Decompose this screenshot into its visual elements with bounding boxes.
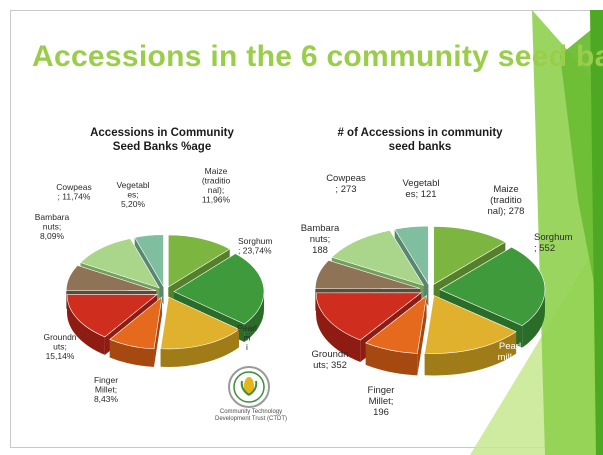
data-label-cowpeas: Cowpeas; 11,74% <box>56 182 91 202</box>
deco-shape-edge <box>590 10 603 455</box>
chart-title-line: # of Accessions in community <box>337 127 503 139</box>
slice-top <box>134 234 164 288</box>
data-label-maize-traditional: Maize (traditio nal); 11,96% <box>202 166 231 205</box>
slice-top <box>315 260 421 289</box>
ctdt-logo <box>228 366 270 408</box>
pie-slice-finger-millet <box>365 294 427 376</box>
data-label-groundnuts: Groundn uts; 15,14% <box>43 332 76 361</box>
slice-top <box>315 292 422 341</box>
slice-outer-wall <box>244 291 264 342</box>
data-label-bambara-nuts: Bambara nuts; 188 <box>301 223 340 256</box>
chart-title-line: seed banks <box>389 141 452 153</box>
slice-top <box>173 253 265 325</box>
data-label-vegetables: Vegetabl es; 5,20% <box>116 180 149 209</box>
chart-title-line: Accessions in Community <box>90 127 234 139</box>
slice-top <box>331 230 425 286</box>
slice-outer-wall <box>365 342 418 376</box>
pie-chart-percentage: Accessions in Community Seed Banks %age Ma… <box>35 127 273 404</box>
slice-outer-wall <box>522 289 545 348</box>
slice-top <box>66 294 158 338</box>
slice-top <box>160 296 240 350</box>
data-label-maize-traditional: Maize (traditio nal); 278 <box>488 184 525 217</box>
slice-outer-wall <box>160 329 239 367</box>
pie-slice-finger-millet <box>109 296 163 367</box>
data-label-pearl-millet: Pearl m i <box>237 323 257 352</box>
slice-top <box>433 226 506 285</box>
data-label-bambara-nuts: Bambara nuts; 8,09% <box>35 212 70 241</box>
slice-top <box>79 238 160 289</box>
data-label-pearl-millet: Pearl millet; 365 <box>498 341 523 374</box>
slice-top <box>424 295 517 354</box>
slice-outer-wall <box>316 292 361 363</box>
chart-title-line: Seed Banks %age <box>113 141 211 153</box>
slide-title: Accessions in the 6 community seed banks <box>32 40 603 73</box>
slice-top <box>394 225 429 286</box>
data-label-vegetables: Vegetabl es; 121 <box>403 178 440 200</box>
slice-top <box>168 234 231 288</box>
slice-top <box>65 265 157 292</box>
slice-top <box>439 246 546 327</box>
data-label-sorghum: Sorghum; 23,74% <box>238 236 273 256</box>
data-label-finger-millet: Finger Millet; 196 <box>368 385 395 418</box>
slice-outer-wall <box>424 331 517 376</box>
slice-outer-wall <box>109 339 154 367</box>
pie-slice-pearl-millet <box>160 296 240 367</box>
slice-top <box>109 296 163 350</box>
pie-slice-pearl-millet <box>424 295 517 376</box>
logo-caption: Community Technology Development Trust (… <box>214 409 287 422</box>
data-label-cowpeas: Cowpeas; 273 <box>326 173 366 195</box>
slice-outer-wall <box>67 294 105 355</box>
data-label-finger-millet: Finger Millet; 8,43% <box>94 375 119 404</box>
pie-chart-counts: # of Accessions in community seed banks Ma… <box>301 127 573 418</box>
slice-top <box>365 294 427 354</box>
data-label-groundnuts: Groundn uts; 352 <box>312 349 349 371</box>
data-label-sorghum: Sorghum; 552 <box>534 232 573 254</box>
